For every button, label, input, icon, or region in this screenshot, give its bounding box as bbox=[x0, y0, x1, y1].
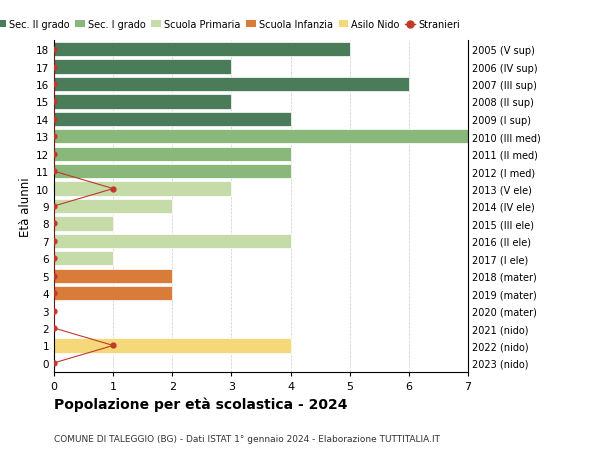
Bar bbox=[54, 339, 290, 353]
Bar bbox=[54, 60, 232, 74]
Bar bbox=[54, 269, 172, 283]
Text: Popolazione per età scolastica - 2024: Popolazione per età scolastica - 2024 bbox=[54, 397, 347, 412]
Bar bbox=[54, 199, 172, 214]
Bar bbox=[54, 182, 232, 196]
Bar bbox=[54, 95, 232, 109]
Bar bbox=[54, 165, 290, 179]
Bar bbox=[54, 286, 172, 301]
Legend: Sec. II grado, Sec. I grado, Scuola Primaria, Scuola Infanzia, Asilo Nido, Stran: Sec. II grado, Sec. I grado, Scuola Prim… bbox=[0, 20, 460, 30]
Bar bbox=[54, 234, 290, 248]
Text: COMUNE DI TALEGGIO (BG) - Dati ISTAT 1° gennaio 2024 - Elaborazione TUTTITALIA.I: COMUNE DI TALEGGIO (BG) - Dati ISTAT 1° … bbox=[54, 434, 440, 443]
Bar bbox=[54, 252, 113, 266]
Bar bbox=[54, 130, 468, 144]
Bar bbox=[54, 147, 290, 162]
Bar bbox=[54, 78, 409, 92]
Bar bbox=[54, 112, 290, 127]
Y-axis label: Età alunni: Età alunni bbox=[19, 177, 32, 236]
Bar bbox=[54, 43, 350, 57]
Bar bbox=[54, 217, 113, 231]
